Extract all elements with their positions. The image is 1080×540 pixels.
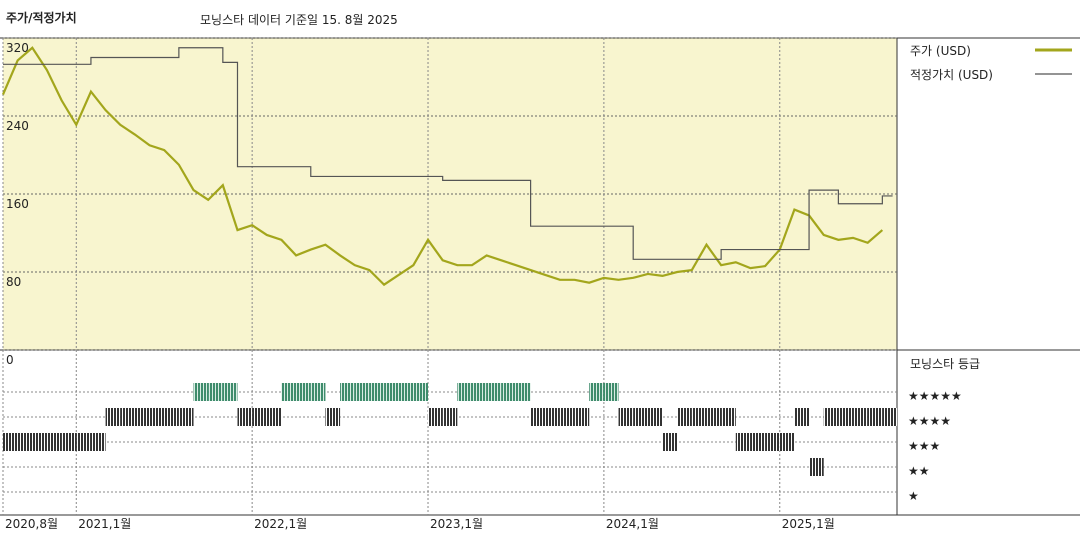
rating-block [838,408,854,426]
rating-block [882,408,897,426]
rating-block [354,383,370,401]
rating-block [486,383,502,401]
chart-title: 주가/적정가치 [6,10,77,25]
x-tick-label: 2023,1월 [430,517,483,531]
rating-block [647,408,663,426]
rating-block [208,383,223,401]
x-tick-label: 2025,1월 [782,517,835,531]
rating-block [794,408,810,426]
rating-block [237,408,253,426]
series-line [1,46,884,287]
rating-block [296,383,311,401]
rating-block [32,433,47,451]
rating-block [61,433,77,451]
rating-block [457,383,472,401]
x-tick-label: 2024,1월 [606,517,659,531]
rating-block [603,383,619,401]
rating-block [765,433,780,451]
rating-block [325,408,341,426]
rating-block [633,408,648,426]
legend-label: 주가 (USD) [910,44,971,58]
y-tick-label: 240 [6,119,29,133]
rating-block [105,408,121,426]
rating-block [515,383,531,401]
y-tick-label: 160 [6,197,29,211]
rating-block [618,408,634,426]
rating-block [662,433,678,451]
rating-block [471,383,487,401]
rating-block [442,408,458,426]
rating-row-label: ★★★★★ [908,389,962,403]
rating-block [149,408,165,426]
rating-block [545,408,560,426]
rating-block [120,408,135,426]
rating-row-label: ★★★★ [908,414,951,428]
rating-block [589,383,604,401]
x-tick-label: 2020,8월 [5,517,58,531]
rating-block [721,408,736,426]
rating-block [369,383,385,401]
rating-block [252,408,267,426]
rating-block [867,408,883,426]
y-tick-label: 80 [6,275,21,289]
rating-title: 모닝스타 등급 [910,357,980,371]
rating-block [222,383,238,401]
rating-block [677,408,692,426]
rating-block [17,433,33,451]
rating-block [76,433,91,451]
rating-row-label: ★★ [908,464,930,478]
rating-block [530,408,546,426]
rating-block [823,408,839,426]
chart-subtitle: 모닝스타 데이터 기준일 15. 8월 2025 [200,13,398,27]
x-tick-label: 2022,1월 [254,517,307,531]
rating-block [266,408,282,426]
series-line [3,47,893,260]
legend-label: 적정가치 (USD) [910,68,993,82]
rating-block [164,408,179,426]
plot-background [3,38,897,350]
rating-block [340,383,355,401]
rating-block [90,433,106,451]
rating-block [178,408,194,426]
rating-block [853,408,868,426]
rating-block [398,383,414,401]
rating-block [428,408,443,426]
rating-block [281,383,297,401]
rating-block [413,383,429,401]
rating-block [735,433,751,451]
rating-block [691,408,707,426]
rating-block [193,383,209,401]
rating-block [501,383,516,401]
rating-block [574,408,590,426]
rating-row-label: ★ [908,489,919,503]
rating-block [750,433,766,451]
rating-block [46,433,62,451]
rating-block [134,408,150,426]
rating-block [559,408,575,426]
x-tick-label: 2021,1월 [78,517,131,531]
rating-block [779,433,795,451]
rating-block [706,408,722,426]
y-tick-label: 320 [6,41,29,55]
y-tick-label: 0 [6,353,14,367]
rating-block [3,433,18,451]
rating-block [384,383,399,401]
rating-block [809,458,824,476]
rating-row-label: ★★★ [908,439,940,453]
rating-block [310,383,326,401]
